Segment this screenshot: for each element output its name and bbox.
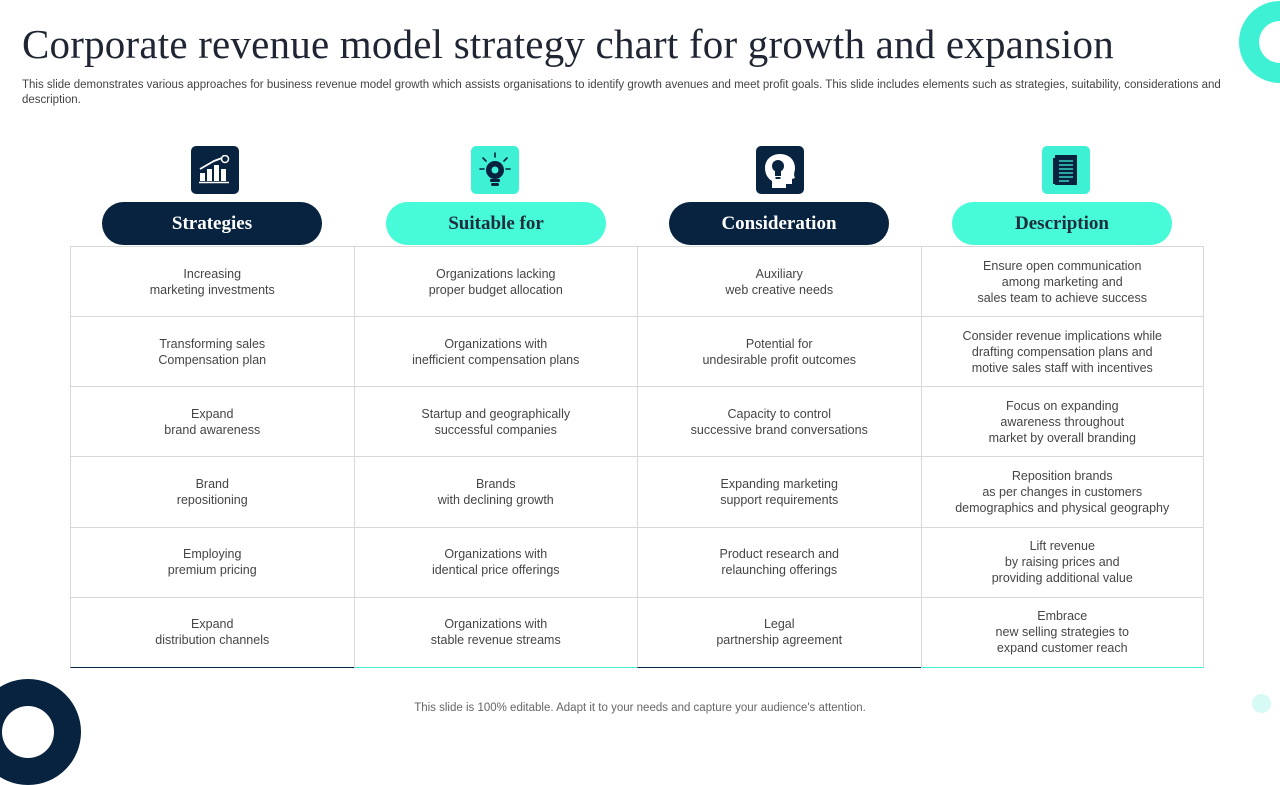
suitable-for-cell: Startup and geographically successful co…: [353, 387, 637, 458]
document-icon: [1042, 146, 1090, 194]
strategy-cell: Brand repositioning: [70, 457, 354, 528]
consideration-cell: Potential for undesirable profit outcome…: [637, 317, 921, 388]
consideration-cell: Product research and relaunching offerin…: [637, 527, 921, 598]
consideration-cell: Auxiliary web creative needs: [637, 247, 921, 318]
slide-subtitle: This slide demonstrates various approach…: [22, 79, 1221, 106]
description-cell: Consider revenue implications while draf…: [920, 317, 1204, 388]
consideration-cell: Expanding marketing support requirements: [637, 457, 921, 528]
lightbulb-gear-icon: [471, 146, 519, 194]
suitable-for-cell: Organizations with stable revenue stream…: [353, 597, 637, 668]
decorative-dot-bottom-right: [1252, 694, 1271, 713]
description-cell: Lift revenue by raising prices and provi…: [920, 527, 1204, 598]
strategy-cell: Increasing marketing investments: [70, 247, 354, 318]
header-consideration: Consideration: [669, 202, 889, 245]
consideration-cell: Legal partnership agreement: [637, 597, 921, 668]
consideration-cell: Capacity to control successive brand con…: [637, 387, 921, 458]
suitable-for-cell: Organizations with inefficient compensat…: [353, 317, 637, 388]
strategy-cell: Employing premium pricing: [70, 527, 354, 598]
header-suitable-for: Suitable for: [386, 202, 606, 245]
suitable-for-cell: Brands with declining growth: [353, 457, 637, 528]
description-cell: Embrace new selling strategies to expand…: [920, 597, 1204, 668]
footer-note: This slide is 100% editable. Adapt it to…: [414, 702, 866, 714]
strategy-cell: Transforming sales Compensation plan: [70, 317, 354, 388]
strategy-table: Increasing marketing investments Organiza…: [70, 246, 1204, 668]
header-description: Description: [952, 202, 1172, 245]
description-cell: Focus on expanding awareness throughout …: [920, 387, 1204, 458]
slide-title: Corporate revenue model strategy chart f…: [22, 21, 1114, 67]
suitable-for-cell: Organizations lacking proper budget allo…: [353, 247, 637, 318]
decorative-ring-top-right: [1239, 1, 1280, 83]
strategy-cell: Expand distribution channels: [70, 597, 354, 668]
description-cell: Ensure open communication among marketin…: [920, 247, 1204, 318]
suitable-for-cell: Organizations with identical price offer…: [353, 527, 637, 598]
strategy-cell: Expand brand awareness: [70, 387, 354, 458]
decorative-ring-bottom-left: [0, 679, 81, 785]
growth-chart-icon: [191, 146, 239, 194]
description-cell: Reposition brands as per changes in cust…: [920, 457, 1204, 528]
header-strategies: Strategies: [102, 202, 322, 245]
head-lightbulb-icon: [756, 146, 804, 194]
